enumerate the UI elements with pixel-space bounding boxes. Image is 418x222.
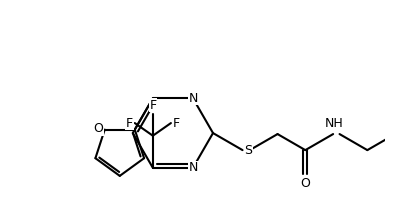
- Text: O: O: [301, 177, 310, 190]
- Text: NH: NH: [324, 117, 343, 130]
- Text: N: N: [188, 161, 198, 174]
- Text: N: N: [188, 92, 198, 105]
- Text: F: F: [173, 117, 180, 130]
- Text: F: F: [126, 117, 133, 130]
- Text: O: O: [93, 122, 103, 135]
- Text: S: S: [245, 144, 252, 157]
- Text: F: F: [149, 99, 156, 112]
